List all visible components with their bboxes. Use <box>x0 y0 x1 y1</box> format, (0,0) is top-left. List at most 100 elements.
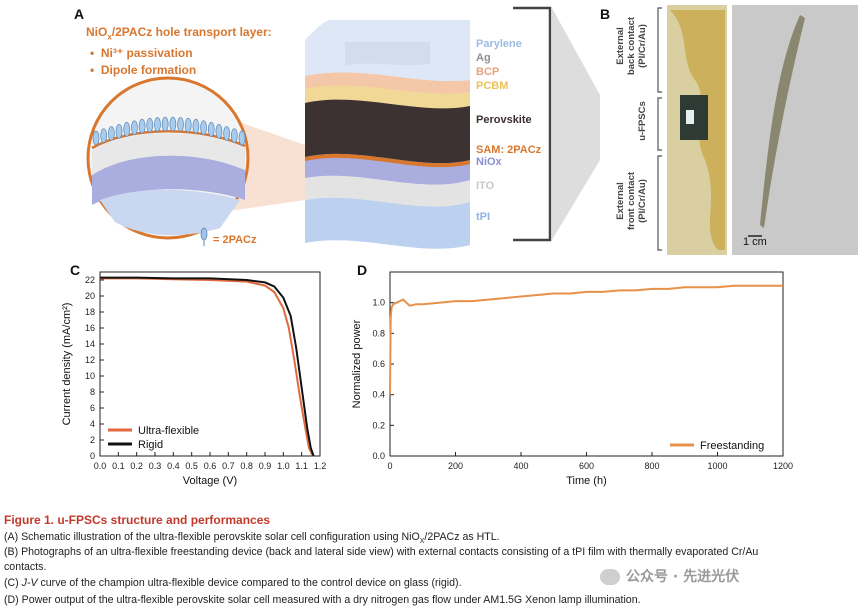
x-axis-label: Time (h) <box>566 475 607 487</box>
layer-parylene <box>305 20 470 82</box>
legend-label: Freestanding <box>700 440 764 452</box>
molecule <box>108 126 115 141</box>
label-front-contact: External front contact (PI/Cr/Au) <box>615 171 648 231</box>
label-bcp: BCP <box>476 66 500 78</box>
caption-a: (A) Schematic illustration of the ultra-… <box>4 531 500 546</box>
y-tick-label: 0.6 <box>372 359 385 369</box>
y-tick-label: 22 <box>85 275 95 285</box>
y-axis-label: Normalized power <box>351 319 363 408</box>
molecule <box>192 118 200 134</box>
2pacz-molecules <box>92 116 246 146</box>
label-u-fpscs: u-FPSCs <box>637 101 648 141</box>
molecule <box>146 117 154 133</box>
panel-a-heading: NiOx/2PACz hole transport layer: • Ni³⁺ … <box>86 25 272 78</box>
zoom-ito <box>92 133 245 175</box>
x-tick-label: 0 <box>387 461 392 471</box>
caption-c: (C) J-V curve of the champion ultra-flex… <box>4 577 462 589</box>
panel-b-photos <box>657 5 858 255</box>
molecule <box>169 116 177 132</box>
layer-perovskite <box>305 98 470 164</box>
stack-bracket <box>513 6 552 242</box>
layer-pcbm <box>305 84 470 109</box>
legend-label: Ultra-flexible <box>138 425 199 437</box>
x-tick-label: 1.1 <box>295 461 308 471</box>
x-tick-label: 1000 <box>707 461 727 471</box>
caption-d: (D) Power output of the ultra-flexible p… <box>4 594 641 606</box>
series-line-rigid <box>100 276 315 457</box>
y-tick-label: 1.0 <box>372 298 385 308</box>
y-tick-label: 4 <box>90 419 95 429</box>
panel-c-letter: C <box>70 262 81 278</box>
y-tick-label: 2 <box>90 435 95 445</box>
label-ag: Ag <box>476 52 491 64</box>
x-tick-label: 0.8 <box>240 461 253 471</box>
heading-suffix: /2PACz hole transport layer: <box>111 25 272 39</box>
y-axis-label: Current density (mA/cm²) <box>61 303 73 426</box>
label-sam: SAM: 2PACz <box>476 144 542 156</box>
layer-bcp <box>305 72 470 94</box>
layer-niox <box>305 156 470 185</box>
caption-b2: contacts. <box>4 561 47 573</box>
molecule <box>184 117 192 133</box>
molecule <box>161 116 169 132</box>
panel-a-schematic <box>86 6 600 249</box>
x-tick-label: 0.9 <box>259 461 272 471</box>
caption-b1: (B) Photographs of an ultra-flexible fre… <box>4 546 759 558</box>
zoom-substrate <box>100 189 240 236</box>
label-ito: ITO <box>476 180 495 192</box>
legend-label: Rigid <box>138 439 163 451</box>
label-back-contact: External back contact (PI/Cr/Au) <box>615 16 648 76</box>
panel-d-letter: D <box>357 262 368 278</box>
x-tick-label: 0.1 <box>112 461 125 471</box>
x-tick-label: 1.2 <box>314 461 327 471</box>
watermark: 公众号 · 先进光伏 <box>600 566 739 586</box>
y-tick-label: 18 <box>85 307 95 317</box>
panel-b-letter: B <box>600 6 611 22</box>
molecule <box>131 120 138 136</box>
x-tick-label: 0.7 <box>222 461 235 471</box>
y-tick-label: 10 <box>85 371 95 381</box>
2pacz-legend-label: = 2PACz <box>213 234 257 246</box>
x-tick-label: 0.4 <box>167 461 180 471</box>
bracket-cone <box>552 8 600 240</box>
molecule <box>115 123 123 139</box>
y-tick-label: 0.8 <box>372 328 385 338</box>
scale-bar-label: 1 cm <box>743 236 767 248</box>
plot-frame <box>389 271 784 457</box>
x-axis-label: Voltage (V) <box>183 475 237 487</box>
x-tick-label: 0.5 <box>185 461 198 471</box>
molecule <box>123 122 131 137</box>
x-tick-label: 1200 <box>773 461 793 471</box>
molecule <box>200 120 207 136</box>
y-tick-label: 12 <box>85 355 95 365</box>
x-tick-label: 1.0 <box>277 461 290 471</box>
molecule <box>177 117 184 132</box>
chart-d-stability: 0 200 400 600 800 1000 1200 0.0 0.2 0.4 0.6 0.8 1.0 T… <box>351 271 793 487</box>
y-tick-label: 0.0 <box>372 451 385 461</box>
plot-frame <box>99 271 321 457</box>
chart-c-jv-curve: 0.0 0.1 0.2 0.3 0.4 0.5 0.6 0.7 0.8 0.9 1.0 1.1 1.2 0… <box>61 271 327 487</box>
heading-prefix: NiO <box>86 25 108 39</box>
x-tick-label: 0.6 <box>204 461 217 471</box>
y-tick-label: 6 <box>90 403 95 413</box>
molecule <box>223 126 230 141</box>
molecule <box>138 118 146 134</box>
x-tick-label: 0.0 <box>94 461 107 471</box>
caption-title: Figure 1. u-FPSCs structure and performa… <box>4 513 271 527</box>
y-tick-label: 14 <box>85 339 95 349</box>
label-perovskite: Perovskite <box>476 114 532 126</box>
x-tick-label: 600 <box>579 461 594 471</box>
bullet-dipole: Dipole formation <box>100 63 197 78</box>
y-tick-label: 20 <box>85 291 95 301</box>
panel-a-letter: A <box>74 6 85 22</box>
label-pcbm: PCBM <box>476 80 509 92</box>
label-tpi: tPI <box>476 211 491 223</box>
y-tick-label: 16 <box>85 323 95 333</box>
y-tick-label: 0.2 <box>372 420 385 430</box>
layer-sam <box>305 153 470 168</box>
device-side-profile <box>760 15 805 228</box>
bullet-passivation: Ni³⁺ passivation <box>100 46 193 61</box>
x-tick-label: 0.2 <box>130 461 143 471</box>
heading-sub: x <box>107 32 112 42</box>
molecule <box>92 130 100 146</box>
